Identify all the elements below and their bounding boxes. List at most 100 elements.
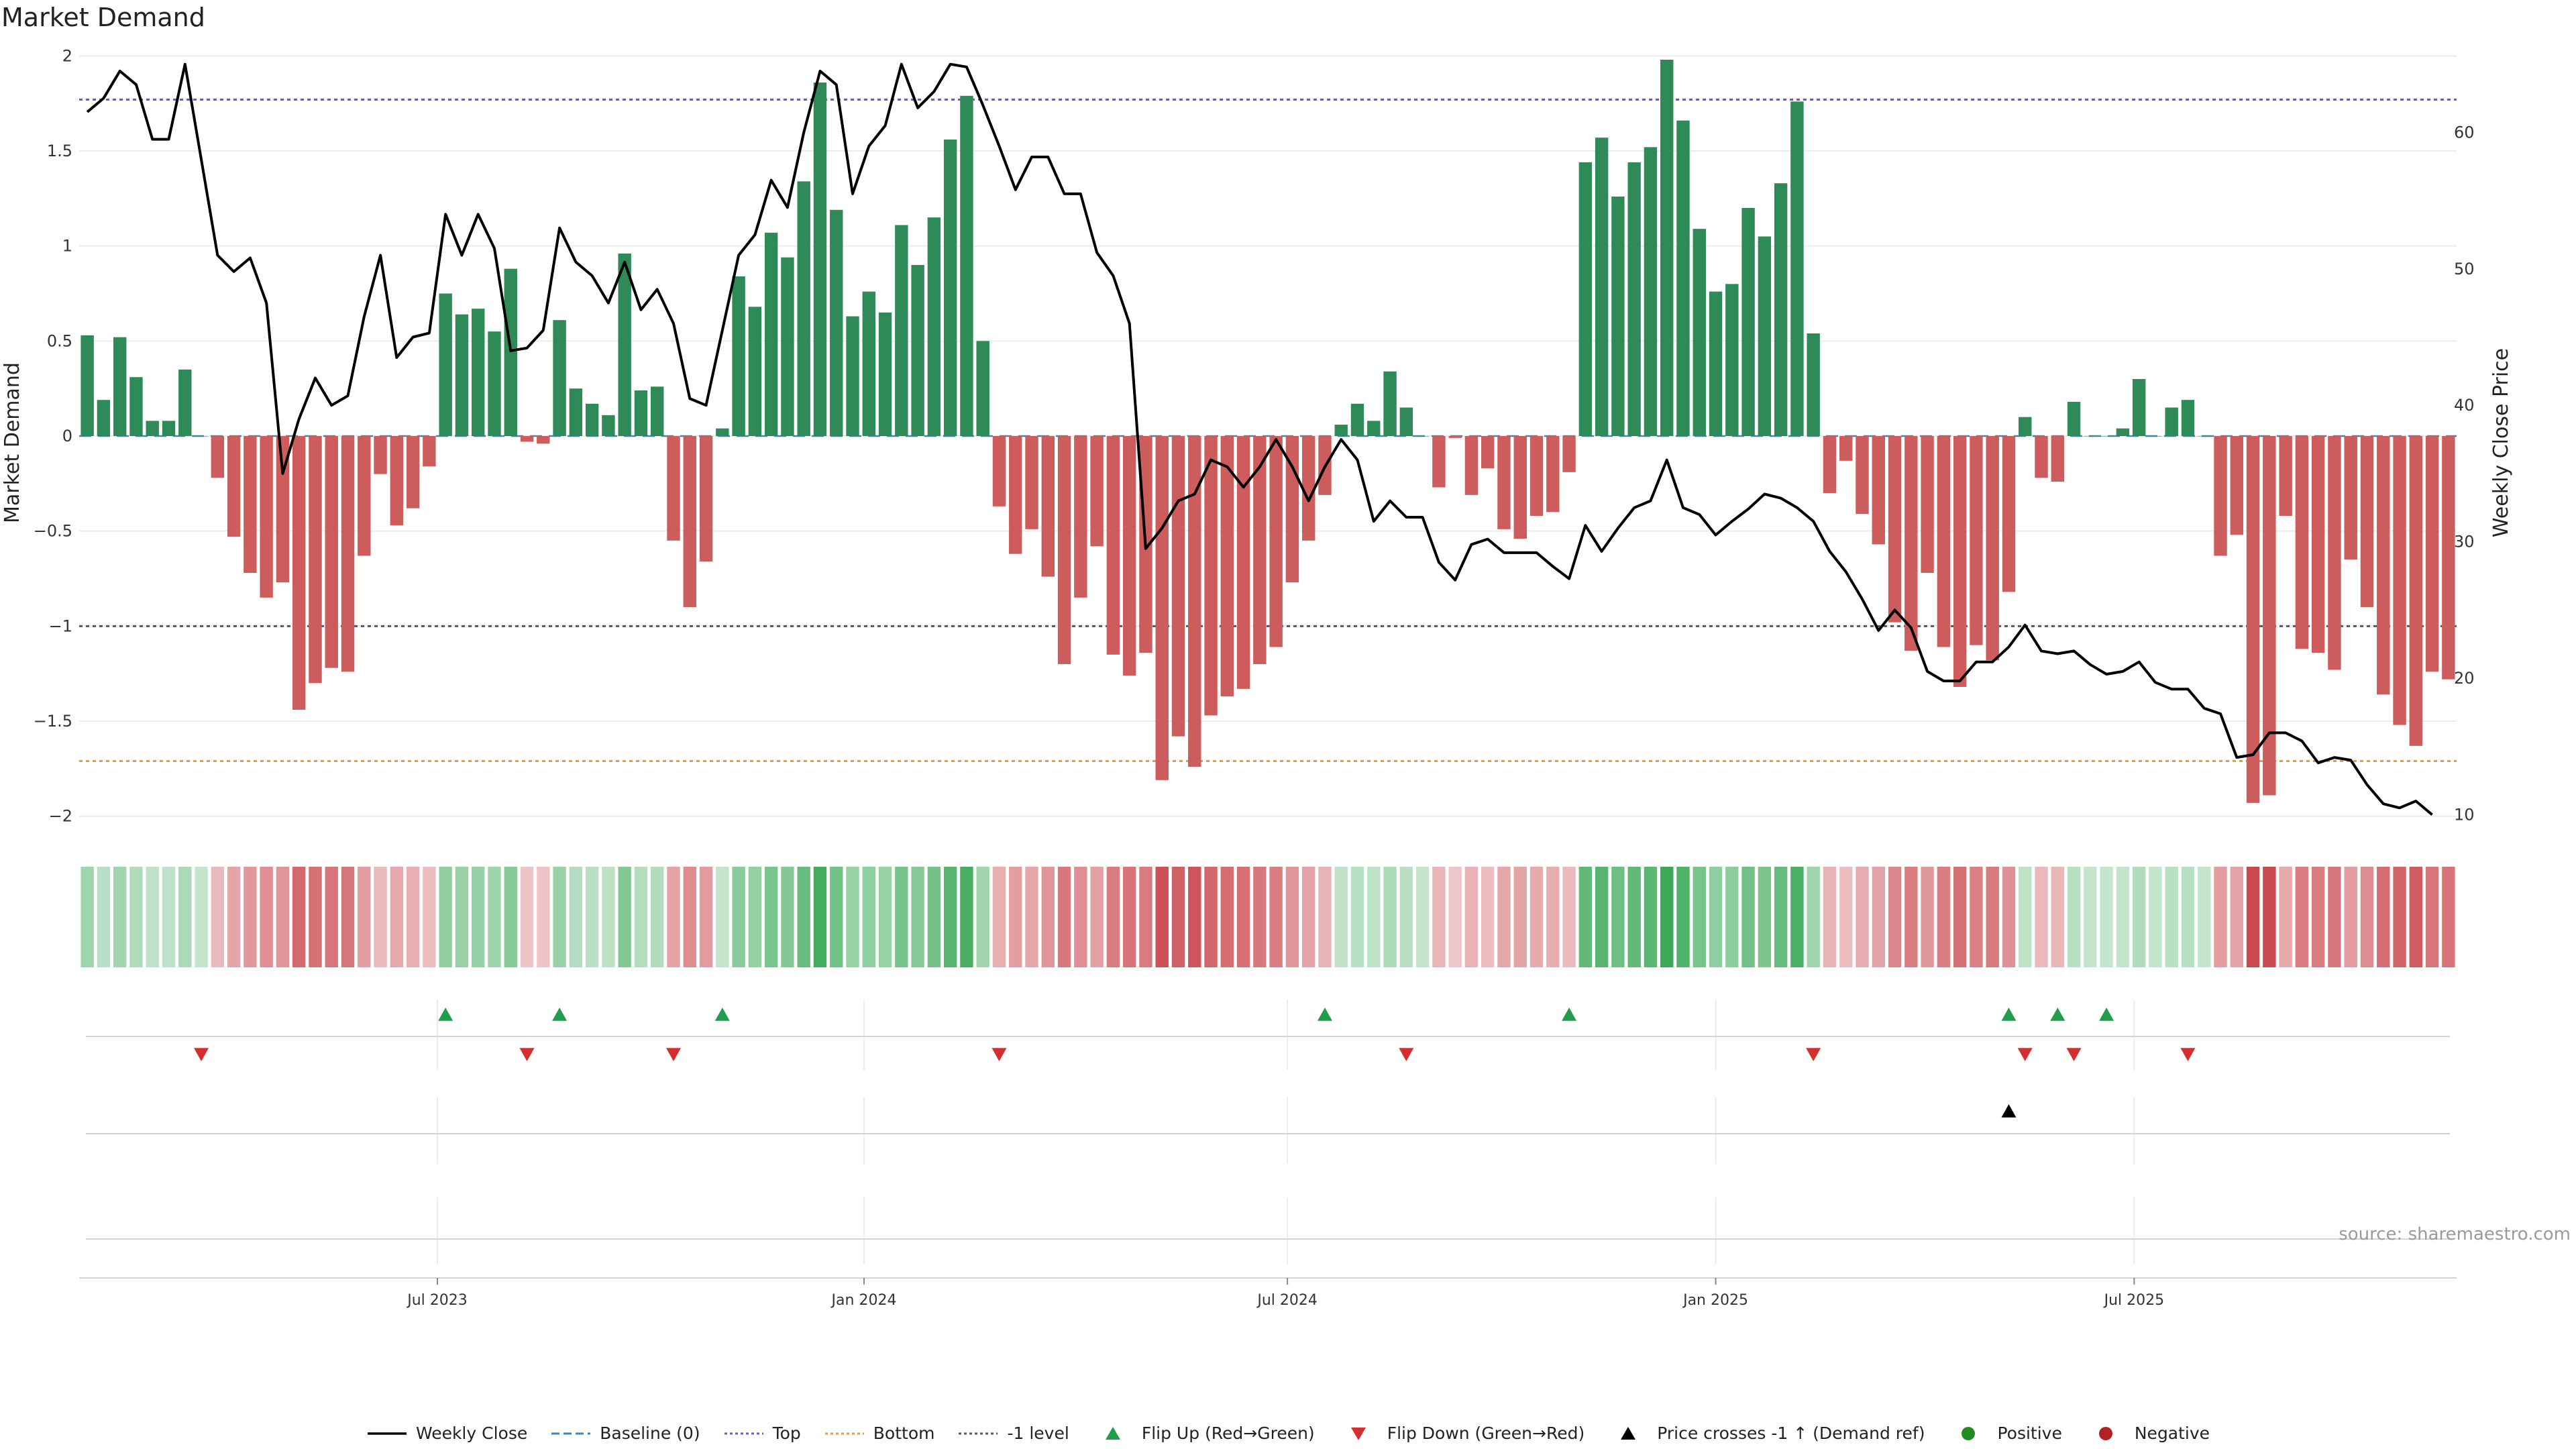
demand-bar <box>2100 436 2113 437</box>
demand-bar <box>439 293 452 436</box>
legend-symbol <box>1962 1426 1976 1440</box>
source-note: source: sharemaestro.com <box>2339 1224 2571 1244</box>
heat-cell <box>1741 867 1755 967</box>
demand-bar <box>162 421 176 436</box>
heat-cell <box>1758 867 1772 967</box>
flip-down-marker <box>1399 1048 1414 1061</box>
demand-bar <box>146 421 159 436</box>
heat-cell <box>1790 867 1804 967</box>
demand-bar <box>2051 436 2064 482</box>
heat-cell <box>488 867 501 967</box>
legend-symbol <box>367 1432 407 1435</box>
demand-bar <box>1921 436 1934 573</box>
heat-cell <box>1823 867 1837 967</box>
heat-cell <box>2344 867 2357 967</box>
heat-cell <box>537 867 550 967</box>
demand-bar <box>374 436 387 474</box>
demand-bar <box>1709 291 1723 436</box>
demand-bar <box>1074 436 1087 598</box>
left-axis-title: Market Demand <box>1 362 24 523</box>
demand-bar <box>1807 333 1820 436</box>
heat-cell <box>602 867 615 967</box>
demand-bar <box>1872 436 1885 545</box>
demand-bar <box>618 254 631 436</box>
legend-label: Baseline (0) <box>600 1424 700 1443</box>
heat-cell <box>1481 867 1495 967</box>
demand-bar <box>2393 436 2406 725</box>
heat-cell <box>1856 867 1869 967</box>
heat-cell <box>2230 867 2244 967</box>
demand-bar <box>1595 138 1609 436</box>
flip-up-marker <box>438 1008 453 1021</box>
demand-bar <box>2019 417 2032 436</box>
heat-cell <box>1171 867 1185 967</box>
heat-cell <box>1122 867 1136 967</box>
demand-bar <box>2360 436 2374 607</box>
y2-tick-label: 20 <box>2454 669 2475 688</box>
demand-bar <box>1334 425 1348 436</box>
heat-cell <box>129 867 143 967</box>
y2-tick-label: 50 <box>2454 260 2475 278</box>
heat-cell <box>1693 867 1706 967</box>
signal-markers <box>194 1008 2196 1118</box>
heat-cell <box>748 867 762 967</box>
demand-bar <box>781 257 794 436</box>
heat-cell <box>553 867 566 967</box>
x-tick-label: Jul 2025 <box>2103 1292 2165 1309</box>
demand-bar <box>1220 436 1234 697</box>
demand-bar <box>406 436 420 508</box>
demand-bar <box>2198 436 2211 437</box>
heat-cell <box>2051 867 2064 967</box>
legend-item: Flip Up (Red→Green) <box>1092 1424 1315 1443</box>
demand-bar <box>1432 436 1446 488</box>
demand-bar <box>1888 436 1902 623</box>
demand-bar <box>634 390 648 436</box>
demand-bar <box>2165 407 2178 436</box>
flip-up-marker <box>1317 1008 1332 1021</box>
legend-symbol <box>2098 1426 2112 1440</box>
demand-bar <box>1644 147 1658 437</box>
heat-cell <box>504 867 517 967</box>
demand-bar <box>699 436 713 561</box>
heat-cell <box>195 867 208 967</box>
flip-down-marker <box>2017 1048 2033 1061</box>
heat-cell <box>2002 867 2016 967</box>
heat-cell <box>667 867 680 967</box>
heat-cell <box>520 867 534 967</box>
demand-bar <box>2002 436 2016 592</box>
demand-bar <box>1090 436 1104 547</box>
y-tick-label: −2 <box>49 807 72 826</box>
heat-cell <box>325 867 338 967</box>
demand-bar <box>1578 162 1593 436</box>
heat-cell <box>1090 867 1104 967</box>
demand-bar <box>1790 101 1804 437</box>
demand-bar <box>764 232 778 436</box>
heat-cell <box>358 867 371 967</box>
y2-tick-label: 60 <box>2454 123 2475 142</box>
heat-cell <box>878 867 892 967</box>
heat-cell <box>2165 867 2178 967</box>
demand-bar <box>423 436 436 467</box>
demand-bar <box>1693 229 1706 436</box>
demand-bar <box>1269 436 1283 647</box>
legend-label: Flip Up (Red→Green) <box>1141 1424 1315 1443</box>
heat-cell <box>813 867 827 967</box>
demand-bar <box>1301 436 1316 541</box>
heat-cell <box>1513 867 1527 967</box>
heat-cell <box>2019 867 2032 967</box>
heat-cell <box>1350 867 1364 967</box>
demand-bar <box>97 400 111 436</box>
demand-bar <box>195 436 208 437</box>
heat-cell <box>2393 867 2406 967</box>
vertical-gridlines <box>437 1000 2135 1265</box>
heat-cell <box>2214 867 2227 967</box>
heat-cell <box>178 867 192 967</box>
heat-cell <box>1155 867 1169 967</box>
heat-cell <box>1432 867 1446 967</box>
demand-bar <box>1155 436 1169 780</box>
demand-bar <box>2344 436 2357 560</box>
demand-bar <box>1350 403 1364 436</box>
heat-cell <box>2067 867 2081 967</box>
heat-cell <box>227 867 241 967</box>
demand-heat-strip <box>80 867 2455 967</box>
